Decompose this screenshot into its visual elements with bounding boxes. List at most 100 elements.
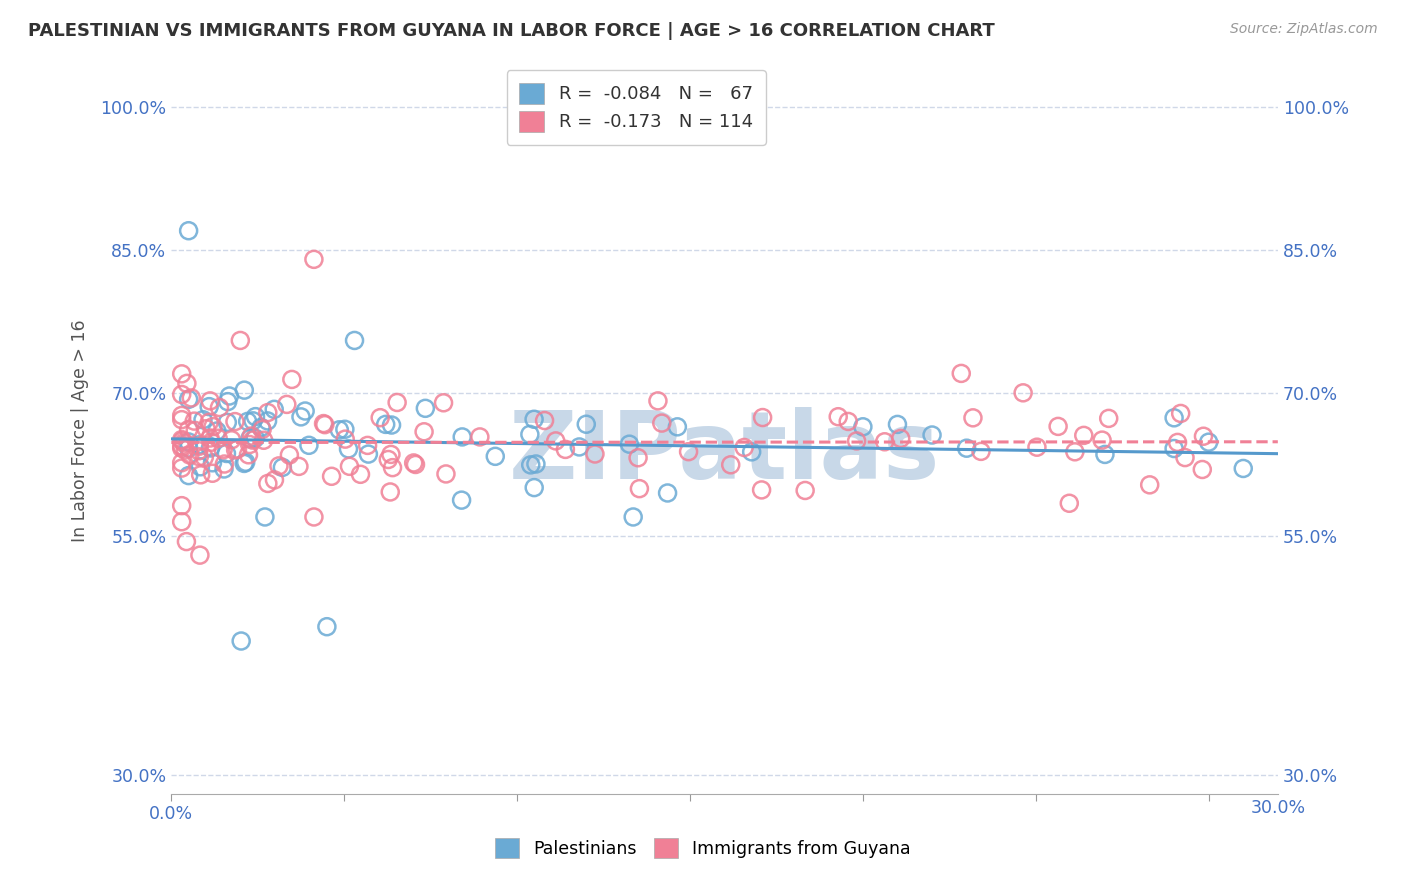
Point (198, 393, 221, 408)
Point (1063, 445, 1085, 459)
Point (970, 444, 993, 458)
Point (170, 441, 193, 455)
Point (191, 413, 214, 427)
Point (621, 510, 644, 524)
Point (827, 409, 849, 424)
Point (524, 457, 547, 471)
Point (278, 448, 301, 462)
Point (544, 434, 567, 448)
Point (349, 467, 371, 482)
Point (177, 434, 200, 449)
Point (271, 460, 294, 475)
Point (298, 438, 321, 452)
Point (256, 406, 278, 420)
Legend: Palestinians, Immigrants from Guyana: Palestinians, Immigrants from Guyana (482, 826, 924, 870)
Point (250, 423, 273, 437)
Point (1163, 442, 1185, 456)
Point (263, 473, 285, 487)
Point (245, 409, 267, 424)
Point (242, 414, 264, 428)
Point (415, 401, 437, 416)
Point (294, 404, 316, 418)
Point (170, 433, 193, 447)
Point (242, 433, 264, 447)
Point (450, 493, 472, 508)
Point (180, 391, 202, 405)
Point (380, 447, 402, 461)
Point (356, 438, 378, 452)
Point (215, 446, 238, 460)
Point (226, 442, 249, 456)
Point (554, 442, 576, 457)
Point (170, 456, 193, 470)
Point (1026, 440, 1049, 454)
Point (233, 383, 256, 397)
Point (177, 441, 200, 455)
Point (413, 425, 436, 439)
Point (1198, 435, 1220, 450)
Point (198, 415, 221, 429)
Point (1191, 462, 1213, 476)
Point (666, 420, 689, 434)
Point (170, 461, 193, 475)
Point (1073, 428, 1095, 442)
Point (200, 441, 222, 455)
Point (233, 457, 256, 471)
Point (1094, 447, 1116, 461)
Point (198, 431, 221, 445)
Point (184, 424, 207, 438)
Y-axis label: In Labor Force | Age > 16: In Labor Force | Age > 16 (72, 320, 89, 542)
Point (1174, 450, 1197, 465)
Point (333, 422, 356, 436)
Point (224, 415, 246, 429)
Point (568, 440, 591, 454)
Point (288, 459, 311, 474)
Point (434, 467, 457, 481)
Point (177, 224, 200, 238)
Point (873, 434, 896, 449)
Point (187, 443, 209, 458)
Point (263, 402, 285, 417)
Point (177, 468, 200, 483)
Point (1047, 419, 1070, 434)
Point (173, 436, 195, 450)
Point (201, 467, 224, 481)
Point (245, 431, 267, 445)
Point (484, 450, 506, 464)
Point (256, 414, 278, 428)
Point (657, 486, 679, 500)
Point (250, 420, 273, 434)
Point (236, 414, 259, 428)
Point (188, 450, 211, 464)
Point (1139, 478, 1161, 492)
Point (357, 447, 380, 461)
Point (962, 410, 984, 425)
Point (1163, 410, 1185, 425)
Point (385, 395, 408, 409)
Point (1098, 411, 1121, 425)
Point (377, 452, 399, 467)
Point (200, 435, 222, 450)
Point (886, 417, 908, 432)
Point (575, 417, 598, 432)
Point (533, 413, 555, 427)
Point (239, 437, 262, 451)
Text: PALESTINIAN VS IMMIGRANTS FROM GUYANA IN LABOR FORCE | AGE > 16 CORRELATION CHAR: PALESTINIAN VS IMMIGRANTS FROM GUYANA IN… (28, 22, 995, 40)
Point (619, 437, 641, 451)
Point (239, 432, 262, 446)
Point (212, 442, 235, 457)
Point (188, 438, 211, 452)
Point (170, 409, 193, 423)
Point (1167, 435, 1189, 450)
Point (188, 548, 211, 562)
Point (276, 397, 298, 411)
Point (253, 510, 276, 524)
Text: Source: ZipAtlas.com: Source: ZipAtlas.com (1230, 22, 1378, 37)
Point (193, 450, 215, 465)
Point (1170, 406, 1192, 420)
Point (190, 467, 212, 482)
Point (225, 442, 247, 457)
Point (316, 620, 339, 634)
Point (343, 334, 366, 348)
Point (890, 432, 912, 446)
